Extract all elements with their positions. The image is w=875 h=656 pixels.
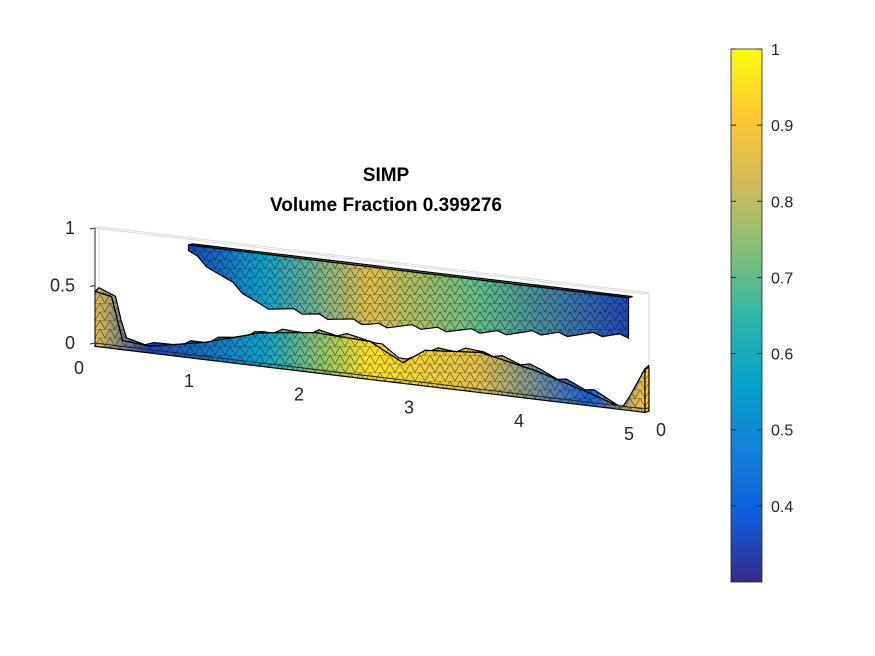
x-tick-label: 2 xyxy=(294,384,304,404)
upper-beam-top-mesh xyxy=(188,243,633,298)
x-tick-label: 5 xyxy=(624,424,634,444)
colorbar-tick-label: 0.5 xyxy=(771,423,793,440)
axes-box-edge xyxy=(98,226,650,294)
x-tick-label: 0 xyxy=(74,358,84,378)
chart-title: SIMP xyxy=(363,165,410,186)
colorbar-tick-label: 0.7 xyxy=(771,270,793,287)
x-axis-line xyxy=(94,342,646,410)
z-tick-mark xyxy=(89,285,96,287)
colorbar-gradient xyxy=(730,48,763,583)
lower-arch-right-end-mesh xyxy=(645,367,649,413)
x-tick-label: 4 xyxy=(514,411,524,431)
structure-mesh xyxy=(93,243,650,414)
y-tick-label: 0 xyxy=(656,420,666,440)
colorbar-tick-label: 0.9 xyxy=(771,118,793,135)
z-tick-mark xyxy=(89,227,96,230)
axes-box-edge xyxy=(94,227,646,295)
chart-subtitle: Volume Fraction 0.399276 xyxy=(270,195,502,216)
upper-beam-front-mesh xyxy=(188,245,629,339)
z-tick-label: 0.5 xyxy=(50,276,75,296)
x-tick-label: 1 xyxy=(184,371,194,391)
colorbar-tick-label: 0.6 xyxy=(771,347,793,364)
colorbar-tick-label: 1 xyxy=(771,42,780,59)
z-tick-mark xyxy=(89,342,96,345)
lower-arch-front-mesh xyxy=(95,291,645,413)
colorbar-tick-label: 0.4 xyxy=(771,499,793,516)
colorbar-tick-label: 0.8 xyxy=(771,194,793,211)
axes-box-edge xyxy=(644,292,650,295)
colorbar: 0.4 0.5 0.6 0.7 0.8 0.9 1 xyxy=(730,42,793,583)
colorbar-ticks: 0.4 0.5 0.6 0.7 0.8 0.9 1 xyxy=(731,42,793,516)
x-tick-label: 3 xyxy=(404,398,414,418)
axes-ticks: 0 1 2 3 4 5 0 0.5 1 0 xyxy=(50,218,666,444)
z-tick-label: 0 xyxy=(65,333,75,353)
z-tick-label: 1 xyxy=(65,218,75,238)
y-axis-line xyxy=(644,407,650,410)
